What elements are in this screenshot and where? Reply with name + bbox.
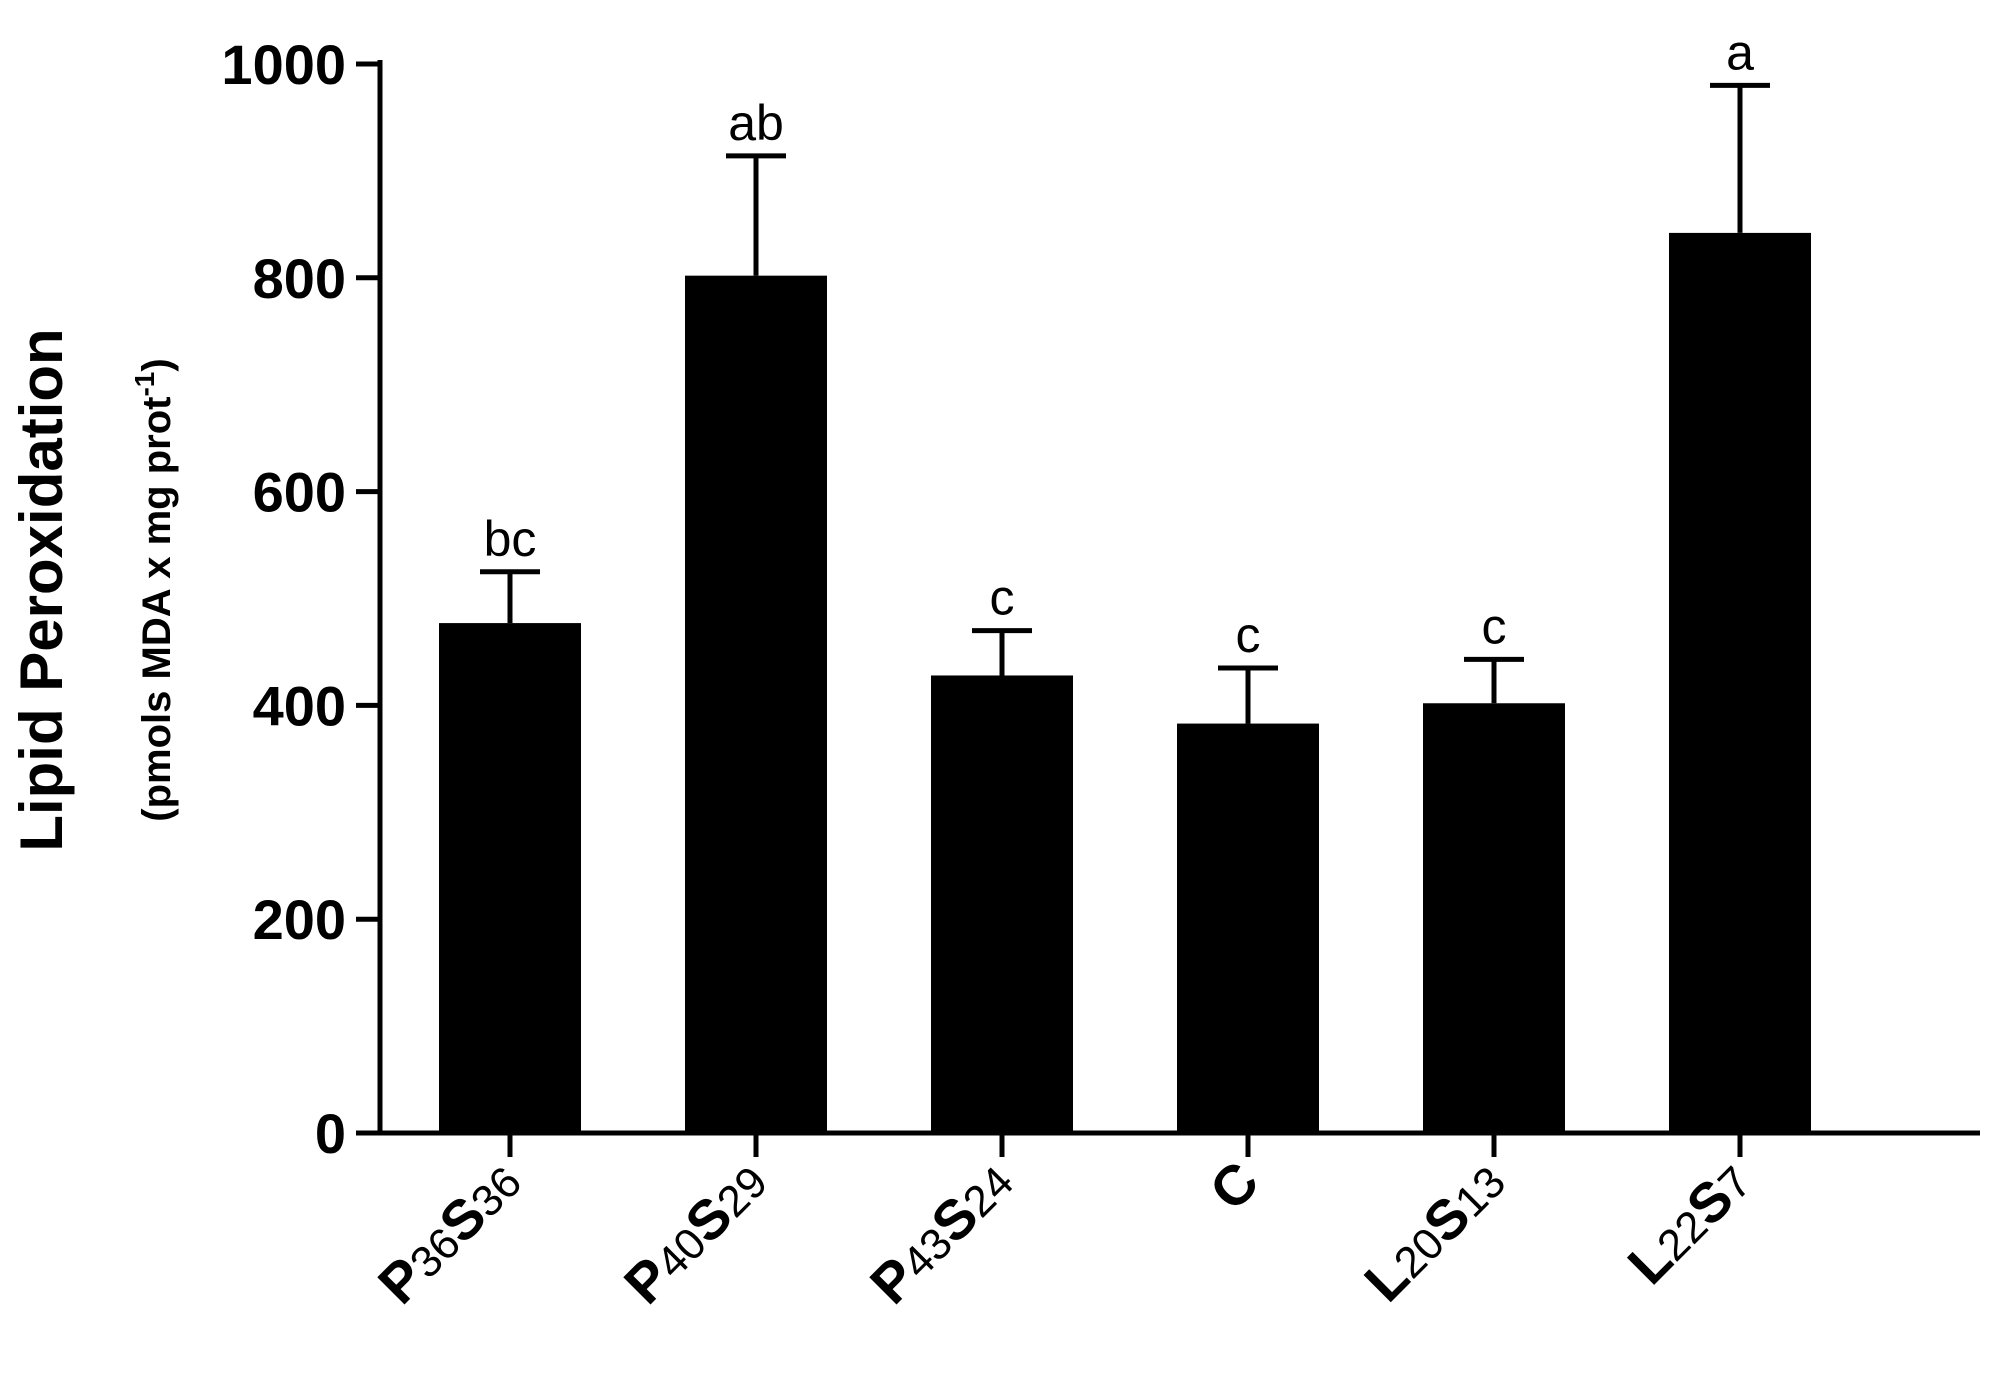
x-ticks: P36S36 P40S29 P43S24 C L20S13 L22S7 xyxy=(366,1133,1762,1316)
y-axis-subtitle-base: (pmols MDA x mg prot xyxy=(135,397,179,822)
bar xyxy=(1669,232,1811,1134)
x-tick-label: L20S13 xyxy=(1352,1149,1516,1313)
significance-label: c xyxy=(1236,607,1261,663)
y-axis-title: Lipid Peroxidation xyxy=(8,328,75,851)
y-axis-subtitle: (pmols MDA x mg prot-1) xyxy=(129,358,179,821)
significance-label: bc xyxy=(484,511,537,567)
y-tick-label: 200 xyxy=(253,888,346,951)
significance-label: c xyxy=(1482,598,1507,654)
bars xyxy=(439,232,1811,1134)
y-tick-label: 800 xyxy=(253,247,346,310)
error-bars xyxy=(480,82,1770,724)
y-tick-label: 400 xyxy=(253,674,346,737)
bar xyxy=(1423,703,1565,1133)
significance-labels: bc ab c c c a xyxy=(484,24,1755,663)
x-tick-label-part: C xyxy=(1197,1149,1270,1222)
x-tick-label: P36S36 xyxy=(366,1149,533,1316)
significance-label: ab xyxy=(728,95,784,151)
y-tick-label: 1000 xyxy=(221,33,346,96)
bar xyxy=(685,275,827,1133)
y-axis-label: Lipid Peroxidation (pmols MDA x mg prot-… xyxy=(8,328,179,851)
bar xyxy=(1177,723,1319,1133)
x-tick-label: P40S29 xyxy=(612,1149,779,1316)
significance-label: a xyxy=(1726,24,1754,80)
x-tick-label: P43S24 xyxy=(858,1149,1025,1316)
x-tick-label: C xyxy=(1197,1149,1270,1222)
x-tick-label: L22S7 xyxy=(1615,1149,1762,1296)
y-axis-subtitle-close: ) xyxy=(135,358,179,371)
bar xyxy=(439,623,581,1133)
significance-label: c xyxy=(990,570,1015,626)
y-axis-subtitle-sup: -1 xyxy=(129,372,160,397)
y-ticks: 0 200 400 600 800 1000 xyxy=(221,33,380,1165)
axes xyxy=(377,60,1980,1136)
y-tick-label: 600 xyxy=(253,461,346,524)
y-tick-label: 0 xyxy=(315,1102,346,1165)
bar xyxy=(931,675,1073,1133)
